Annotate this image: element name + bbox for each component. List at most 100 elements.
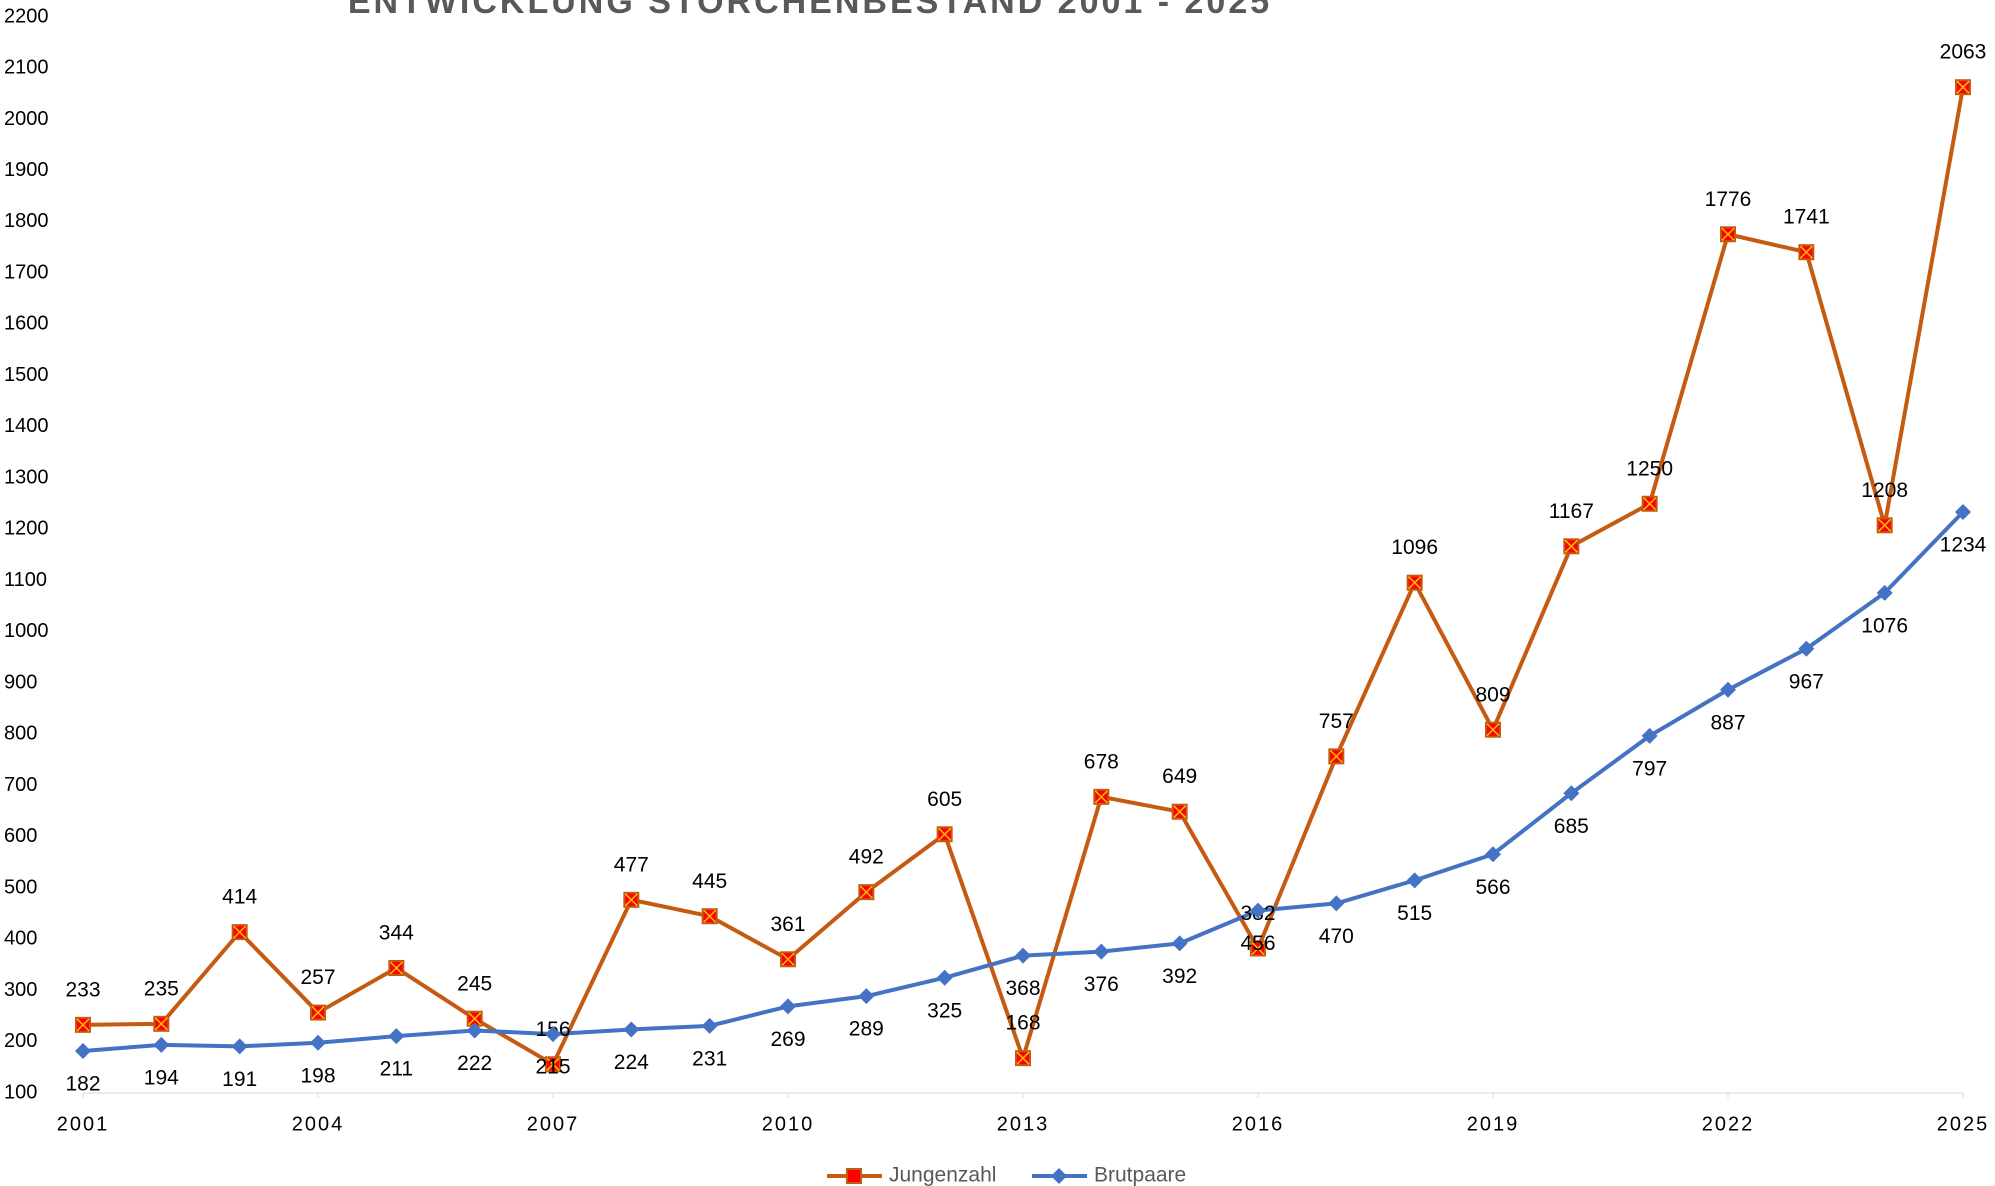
data-label: 445 <box>692 870 727 893</box>
data-label: 414 <box>222 886 257 909</box>
marker <box>1485 721 1501 738</box>
data-label: 470 <box>1319 925 1354 948</box>
marker <box>231 924 248 941</box>
y-tick-label: 1400 <box>4 415 49 437</box>
marker <box>1563 785 1580 802</box>
legend-label: Brutpaare <box>1094 1164 1186 1186</box>
data-label: 605 <box>927 788 962 811</box>
marker <box>75 1042 91 1059</box>
data-label: 1208 <box>1861 479 1908 502</box>
data-label: 515 <box>1397 902 1432 925</box>
data-label: 1250 <box>1626 457 1673 480</box>
y-tick-label: 1900 <box>4 159 49 181</box>
x-tick-label: 2025 <box>1937 1113 1990 1135</box>
data-label: 182 <box>65 1073 100 1096</box>
marker <box>858 988 875 1005</box>
marker <box>1876 517 1893 534</box>
y-tick-label: 2100 <box>4 57 49 79</box>
data-label: 168 <box>1005 1012 1040 1035</box>
marker <box>1406 872 1423 889</box>
y-tick-label: 800 <box>4 723 37 745</box>
marker <box>701 908 718 925</box>
data-label: 215 <box>535 1056 570 1079</box>
data-label: 368 <box>1005 977 1040 1000</box>
marker <box>1015 947 1031 964</box>
marker <box>545 1026 561 1043</box>
data-label: 235 <box>144 977 179 1000</box>
marker <box>388 1028 405 1045</box>
marker <box>1720 226 1736 243</box>
y-tick-label: 900 <box>4 671 37 693</box>
marker <box>1406 574 1423 591</box>
marker <box>780 951 796 968</box>
marker <box>466 1022 483 1039</box>
marker <box>936 826 953 843</box>
marker <box>1250 902 1266 919</box>
data-label: 809 <box>1475 683 1510 706</box>
marker <box>310 1034 326 1051</box>
marker <box>1720 681 1736 698</box>
marker <box>1171 803 1188 820</box>
marker <box>1093 788 1110 805</box>
data-label: 289 <box>849 1018 884 1041</box>
data-label: 191 <box>222 1068 257 1091</box>
data-label: 198 <box>300 1064 335 1087</box>
marker <box>310 1004 326 1021</box>
data-label: 344 <box>379 922 414 945</box>
data-label: 325 <box>927 999 962 1022</box>
data-label: 456 <box>1240 932 1275 955</box>
marker <box>1328 895 1345 912</box>
y-tick-label: 2000 <box>4 108 49 130</box>
marker <box>1798 640 1815 657</box>
marker <box>701 1017 718 1034</box>
y-tick-label: 600 <box>4 825 37 847</box>
data-label: 1234 <box>1940 534 1987 557</box>
data-label: 1096 <box>1391 536 1438 559</box>
marker <box>75 1016 91 1033</box>
data-label: 887 <box>1710 711 1745 734</box>
data-label: 2063 <box>1940 41 1987 64</box>
marker <box>858 884 875 901</box>
data-label: 231 <box>692 1047 727 1070</box>
data-label: 757 <box>1319 710 1354 733</box>
data-label: 392 <box>1162 965 1197 988</box>
y-tick-label: 100 <box>4 1081 37 1103</box>
data-label: 245 <box>457 972 492 995</box>
marker <box>1641 495 1658 512</box>
marker <box>1876 584 1893 601</box>
data-label: 222 <box>457 1052 492 1075</box>
marker <box>388 959 405 976</box>
data-label: 477 <box>614 853 649 876</box>
data-label: 1741 <box>1783 206 1830 229</box>
x-tick-label: 2019 <box>1467 1113 1520 1135</box>
y-tick-label: 500 <box>4 876 37 898</box>
legend-label: Jungenzahl <box>889 1164 996 1186</box>
marker <box>153 1036 170 1053</box>
marker <box>936 969 953 986</box>
marker <box>1798 244 1815 261</box>
marker <box>231 1038 248 1055</box>
data-label: 1776 <box>1705 188 1752 211</box>
y-tick-label: 1000 <box>4 620 49 642</box>
y-tick-label: 1600 <box>4 313 49 335</box>
marker <box>623 1021 640 1038</box>
y-tick-label: 2200 <box>4 5 49 27</box>
x-tick-label: 2001 <box>57 1113 110 1135</box>
y-tick-label: 1200 <box>4 518 49 540</box>
x-tick-label: 2022 <box>1702 1113 1755 1135</box>
y-tick-label: 1100 <box>4 569 47 591</box>
data-label: 967 <box>1789 670 1824 693</box>
marker <box>1250 940 1266 957</box>
marker <box>1328 748 1345 765</box>
x-tick-label: 2010 <box>762 1113 815 1135</box>
marker <box>153 1015 170 1032</box>
marker <box>1171 935 1188 952</box>
marker <box>623 891 640 908</box>
marker <box>780 998 796 1015</box>
data-label: 194 <box>144 1066 179 1089</box>
data-label: 685 <box>1554 815 1589 838</box>
marker <box>1485 846 1501 863</box>
y-tick-label: 1800 <box>4 210 49 232</box>
